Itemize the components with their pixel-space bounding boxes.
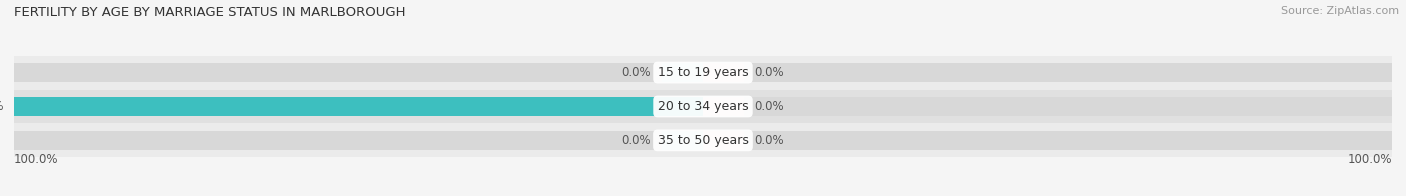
- Bar: [703, 97, 744, 116]
- Bar: [14, 123, 1392, 157]
- Text: 20 to 34 years: 20 to 34 years: [658, 100, 748, 113]
- Text: 0.0%: 0.0%: [621, 66, 651, 79]
- Bar: [14, 97, 1392, 116]
- Bar: [662, 97, 703, 116]
- Bar: [14, 63, 1392, 82]
- Bar: [14, 97, 703, 116]
- Text: 0.0%: 0.0%: [755, 134, 785, 147]
- Bar: [662, 63, 703, 82]
- Text: 100.0%: 100.0%: [0, 100, 4, 113]
- Bar: [703, 131, 744, 150]
- Text: Source: ZipAtlas.com: Source: ZipAtlas.com: [1281, 6, 1399, 16]
- Text: FERTILITY BY AGE BY MARRIAGE STATUS IN MARLBOROUGH: FERTILITY BY AGE BY MARRIAGE STATUS IN M…: [14, 6, 405, 19]
- Text: 0.0%: 0.0%: [755, 100, 785, 113]
- Bar: [662, 131, 703, 150]
- Bar: [703, 63, 744, 82]
- Text: 35 to 50 years: 35 to 50 years: [658, 134, 748, 147]
- Text: 100.0%: 100.0%: [14, 152, 59, 166]
- Bar: [14, 90, 1392, 123]
- Text: 0.0%: 0.0%: [755, 66, 785, 79]
- Text: 15 to 19 years: 15 to 19 years: [658, 66, 748, 79]
- Text: 100.0%: 100.0%: [1347, 152, 1392, 166]
- Bar: [14, 56, 1392, 90]
- Text: 0.0%: 0.0%: [621, 134, 651, 147]
- Bar: [14, 131, 1392, 150]
